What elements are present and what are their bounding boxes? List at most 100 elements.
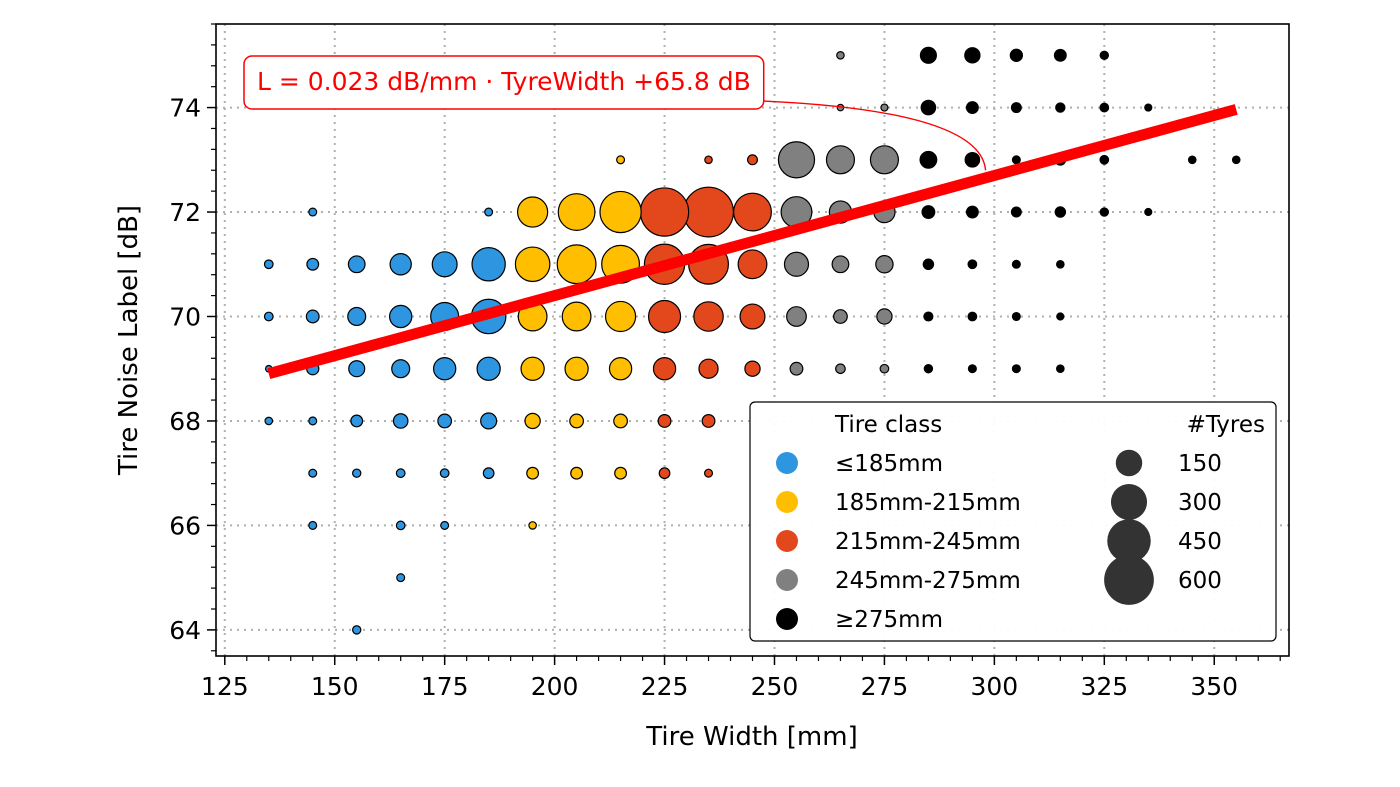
data-point (739, 303, 766, 330)
legend-size-label: 600 (1178, 568, 1222, 594)
y-tick-label: 74 (169, 94, 201, 123)
y-tick-label: 68 (169, 407, 201, 436)
legend-class-label: ≤185mm (835, 451, 943, 477)
x-tick-label: 300 (971, 672, 1019, 701)
data-point (482, 467, 495, 480)
data-point (263, 311, 274, 322)
regression-line (267, 104, 1238, 379)
legend-size-label: 150 (1178, 451, 1222, 477)
data-point (599, 190, 642, 234)
data-point (919, 46, 937, 64)
data-point (471, 247, 506, 282)
data-point (389, 253, 412, 276)
data-point (395, 468, 406, 479)
data-point (1010, 102, 1022, 114)
data-point (308, 468, 318, 478)
data-point (520, 356, 545, 381)
data-point (703, 468, 714, 478)
data-point (1055, 102, 1066, 113)
data-point (835, 363, 846, 375)
x-tick-label: 325 (1080, 672, 1128, 701)
data-point (524, 412, 541, 430)
data-point (350, 414, 364, 428)
data-point (264, 416, 274, 426)
data-point (569, 413, 585, 429)
data-point (392, 413, 409, 429)
legend-size-marker (1110, 483, 1148, 521)
data-point (396, 573, 406, 583)
trend-line-group: L = 0.023 dB/mm · TyreWidth +65.8 dB (243, 55, 1238, 379)
x-tick-label: 175 (421, 672, 469, 701)
data-point (308, 520, 318, 530)
data-point (1056, 312, 1065, 321)
data-point (1053, 48, 1067, 62)
data-point (967, 364, 977, 374)
legend-class-marker (776, 608, 798, 630)
data-point (836, 51, 845, 60)
data-point (657, 414, 672, 428)
data-point (701, 414, 716, 428)
data-point (967, 259, 978, 270)
data-point (1099, 207, 1110, 217)
data-point (1011, 259, 1021, 269)
regression-leader-line (763, 100, 987, 171)
data-point (1099, 102, 1110, 113)
data-point (484, 207, 494, 217)
x-tick-label: 275 (861, 672, 909, 701)
legend: Tire class ≤185mm 185mm-215mm 215mm-245mm 24… (749, 401, 1277, 642)
y-tick-label: 64 (169, 616, 201, 645)
data-point (437, 413, 453, 429)
data-point (965, 205, 979, 219)
data-point (440, 520, 450, 530)
data-point (1011, 364, 1021, 374)
legend-class-marker (776, 452, 798, 474)
data-point (964, 47, 981, 64)
data-point (647, 299, 682, 334)
data-point (432, 357, 457, 381)
data-point (652, 357, 677, 381)
data-point (922, 258, 935, 271)
x-tick-label: 125 (201, 672, 249, 701)
data-point (964, 151, 981, 168)
legend-size-title: #Tyres (1187, 412, 1265, 438)
data-point (1144, 103, 1153, 112)
legend-class-marker (776, 569, 798, 591)
data-point (704, 155, 713, 165)
data-point (616, 155, 626, 165)
data-point (1099, 154, 1110, 165)
data-point (965, 101, 979, 115)
data-point (308, 416, 318, 426)
data-point (561, 301, 592, 332)
data-point (431, 251, 458, 278)
data-point (614, 466, 628, 480)
data-point (1187, 155, 1197, 165)
data-point (347, 306, 367, 327)
data-point (869, 145, 900, 175)
data-point (1011, 311, 1021, 322)
data-point (352, 625, 362, 635)
y-axis-label: Tire Noise Label [dB] (114, 205, 144, 476)
legend-size-marker (1115, 449, 1143, 477)
data-point (395, 520, 406, 531)
data-point (875, 255, 894, 274)
data-point (306, 257, 320, 271)
data-point (825, 145, 856, 175)
data-point (880, 103, 889, 112)
data-point (789, 361, 804, 376)
data-point (608, 357, 633, 381)
data-point (570, 466, 584, 480)
legend-size-marker (1107, 519, 1151, 563)
data-point (305, 309, 320, 324)
x-tick-label: 350 (1190, 672, 1238, 701)
data-point (480, 412, 498, 430)
x-axis-label: Tire Width [mm] (645, 722, 857, 752)
data-point (744, 360, 761, 377)
data-point (263, 259, 274, 270)
legend-class-label: ≥275mm (835, 607, 943, 633)
data-point (348, 360, 366, 378)
data-point (919, 150, 938, 169)
data-point (747, 154, 758, 166)
data-point (526, 466, 540, 480)
data-point (639, 187, 690, 237)
